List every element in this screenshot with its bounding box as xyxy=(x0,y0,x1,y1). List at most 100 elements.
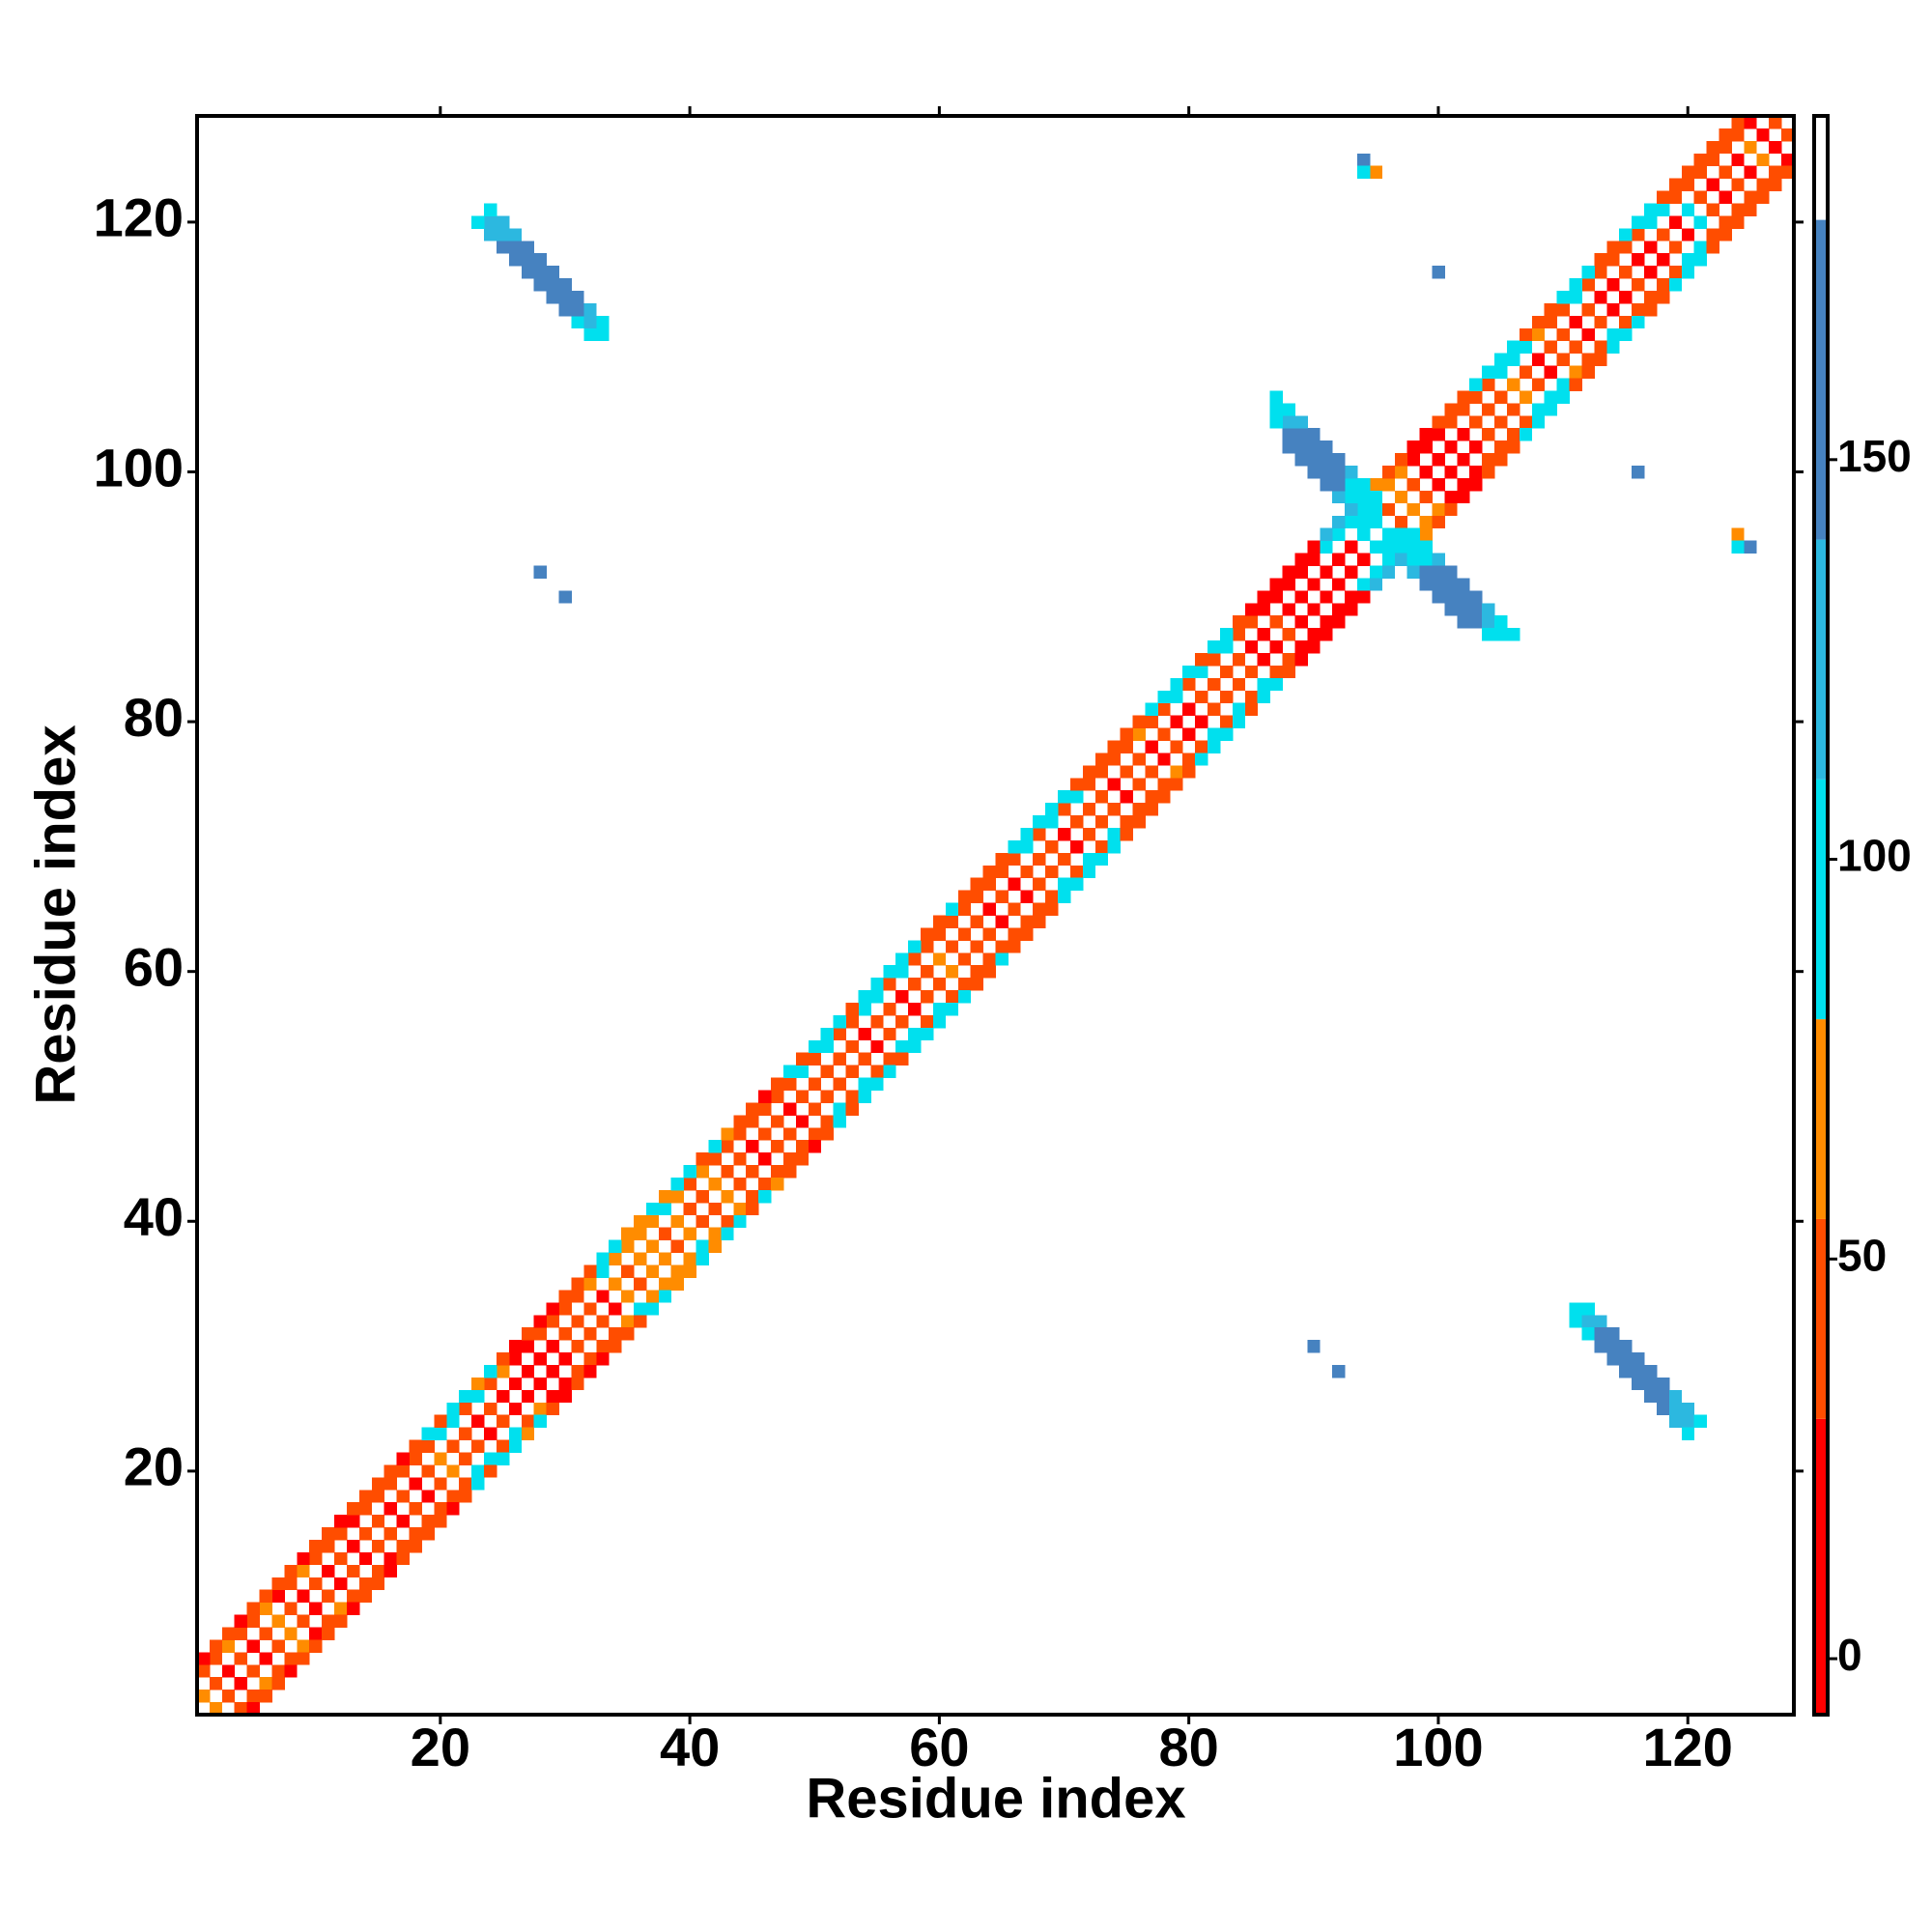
heatmap-cell xyxy=(484,1402,497,1416)
heatmap-cell xyxy=(1058,877,1071,892)
heatmap-cell xyxy=(1482,466,1495,479)
heatmap-cell xyxy=(496,215,510,229)
heatmap-cell xyxy=(508,1439,523,1453)
heatmap-cell xyxy=(1632,215,1645,229)
heatmap-cell xyxy=(358,1589,373,1604)
colorbar-tick-label: 50 xyxy=(1837,1230,1887,1280)
heatmap-cell xyxy=(1644,215,1658,229)
heatmap-cell xyxy=(771,1140,784,1153)
heatmap-cell xyxy=(721,1127,734,1141)
heatmap-cell xyxy=(1269,578,1283,591)
heatmap-cell xyxy=(1731,527,1745,542)
heatmap-cell xyxy=(1693,190,1708,204)
heatmap-cell xyxy=(921,927,934,941)
heatmap-cell xyxy=(645,1290,660,1303)
heatmap-cell xyxy=(721,1227,734,1241)
heatmap-cell xyxy=(895,1052,909,1066)
heatmap-cell xyxy=(1182,702,1196,717)
heatmap-cell xyxy=(1045,890,1059,903)
heatmap-cell xyxy=(621,1290,635,1303)
heatmap-cell xyxy=(1282,428,1295,441)
heatmap-cell xyxy=(1581,1302,1595,1316)
x-tick-label: 120 xyxy=(1643,1717,1733,1777)
heatmap-cell xyxy=(1644,1389,1658,1404)
heatmap-cell xyxy=(696,1214,709,1229)
heatmap-cell xyxy=(1307,540,1321,554)
heatmap-cell xyxy=(995,952,1009,966)
heatmap-cell xyxy=(596,1290,610,1303)
heatmap-cell xyxy=(795,1115,810,1128)
heatmap-cell xyxy=(1345,477,1358,492)
heatmap-cell xyxy=(1020,890,1034,903)
heatmap-cell xyxy=(1693,165,1708,180)
heatmap-cell xyxy=(571,1377,584,1391)
heatmap-cell xyxy=(571,1290,584,1303)
heatmap-cell xyxy=(1419,490,1433,504)
heatmap-cell xyxy=(1606,327,1620,342)
heatmap-cell xyxy=(758,1127,772,1141)
heatmap-cell xyxy=(259,1589,272,1604)
heatmap-cell xyxy=(708,1227,722,1241)
colorbar-segment xyxy=(1814,116,1828,220)
heatmap-cell xyxy=(1769,165,1782,180)
heatmap-cell xyxy=(1519,428,1533,441)
heatmap-cell xyxy=(1419,565,1433,579)
heatmap-cell xyxy=(471,1389,485,1404)
heatmap-cell xyxy=(558,291,572,304)
heatmap-cell xyxy=(1531,378,1546,391)
heatmap-cell xyxy=(1619,291,1633,304)
heatmap-cell xyxy=(533,253,547,267)
heatmap-cell xyxy=(1706,178,1719,191)
heatmap-cell xyxy=(1107,740,1122,753)
heatmap-cell xyxy=(1332,490,1346,504)
heatmap-cell xyxy=(1145,765,1158,779)
heatmap-cell xyxy=(421,1527,435,1541)
heatmap-cell xyxy=(1394,466,1408,479)
heatmap-cell xyxy=(284,1564,298,1578)
y-tick-label: 120 xyxy=(94,187,184,248)
heatmap-cell xyxy=(1619,315,1633,329)
heatmap-cell xyxy=(546,1364,559,1378)
heatmap-cell xyxy=(1781,128,1795,142)
heatmap-cell xyxy=(658,1277,672,1291)
heatmap-cell xyxy=(234,1677,248,1690)
heatmap-cell xyxy=(1195,665,1208,679)
heatmap-cell xyxy=(645,1302,660,1316)
heatmap-cell xyxy=(808,1127,822,1141)
heatmap-cell xyxy=(1494,365,1508,379)
heatmap-cell xyxy=(583,1302,597,1316)
heatmap-cell xyxy=(1132,815,1146,829)
heatmap-cell xyxy=(1482,365,1495,379)
heatmap-cell xyxy=(508,1352,523,1366)
colorbar-tick-label: 100 xyxy=(1837,831,1912,881)
heatmap-cell xyxy=(371,1477,385,1491)
heatmap-cell xyxy=(1307,453,1321,467)
heatmap-cell xyxy=(234,1627,248,1640)
heatmap-cell xyxy=(1706,153,1719,167)
heatmap-cell xyxy=(421,1515,435,1528)
heatmap-cell xyxy=(858,1027,871,1041)
heatmap-cell xyxy=(1469,466,1483,479)
heatmap-cell xyxy=(1132,715,1146,728)
heatmap-cell xyxy=(1581,1327,1595,1341)
heatmap-cell xyxy=(1008,877,1021,892)
heatmap-cell xyxy=(246,1664,260,1678)
heatmap-cell xyxy=(1406,477,1420,492)
heatmap-cell xyxy=(1419,428,1433,441)
heatmap-cell xyxy=(1632,302,1645,317)
heatmap-cell xyxy=(1069,790,1084,804)
heatmap-cell xyxy=(1294,440,1308,454)
heatmap-cell xyxy=(858,1090,871,1103)
heatmap-cell xyxy=(1307,578,1321,591)
heatmap-cell xyxy=(558,1290,572,1303)
heatmap-cell xyxy=(1494,453,1508,467)
heatmap-cell xyxy=(1307,553,1321,566)
heatmap-cell xyxy=(1195,715,1208,728)
heatmap-cell xyxy=(795,1152,810,1166)
heatmap-cell xyxy=(1668,190,1683,204)
heatmap-cell xyxy=(1094,839,1109,854)
heatmap-cell xyxy=(1519,415,1533,429)
y-tick-label: 20 xyxy=(124,1436,184,1497)
heatmap-cell xyxy=(1357,165,1371,180)
heatmap-cell xyxy=(820,1039,835,1054)
